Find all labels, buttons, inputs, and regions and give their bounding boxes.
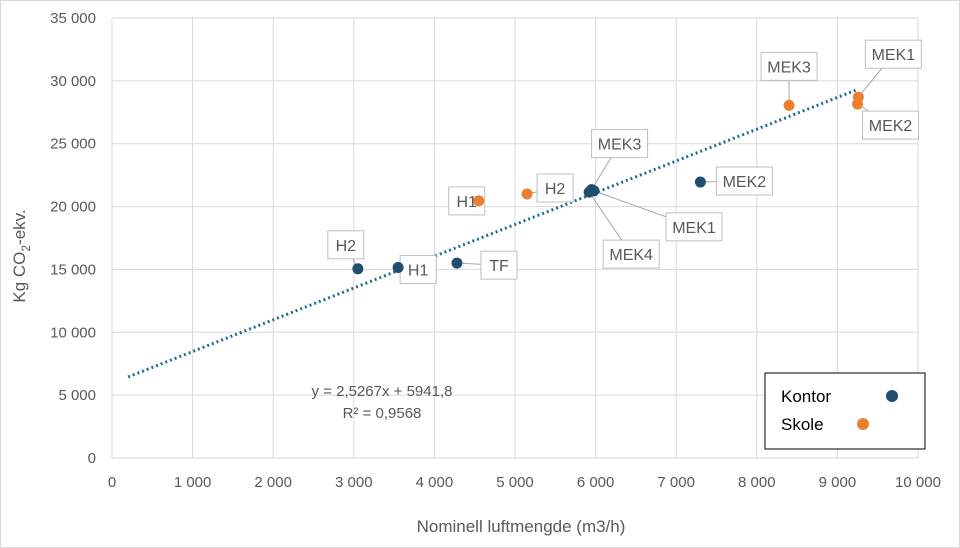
data-label: H1	[457, 194, 478, 211]
data-label: H2	[545, 181, 566, 198]
x-tick-label: 10 000	[895, 474, 941, 491]
y-tick-label: 25 000	[50, 136, 96, 153]
legend-marker-skole	[857, 418, 869, 430]
data-label: MEK3	[767, 59, 811, 76]
y-tick-label: 35 000	[50, 10, 96, 27]
callout-box	[862, 110, 920, 140]
callout-box	[760, 51, 818, 81]
callout-box	[399, 255, 437, 285]
x-tick-label: 2 000	[254, 474, 292, 491]
y-tick-label: 10 000	[50, 324, 96, 341]
callout-box	[591, 129, 649, 159]
callout-box	[480, 250, 518, 280]
x-tick-label: 8 000	[738, 474, 776, 491]
data-label-callouts: H2 H1 TF MEK3 MEK1 MEK4 MEK2 H1 H2 MEK3 MEK1 MEK2	[327, 39, 922, 285]
data-point-skole	[473, 195, 485, 207]
callout-box	[864, 39, 922, 69]
callout-box	[536, 173, 574, 203]
y-tick-label: 15 000	[50, 261, 96, 278]
trendline-equation: y = 2,5267x + 5941,8	[312, 383, 453, 400]
data-label: H2	[336, 238, 357, 255]
x-tick-label: 6 000	[577, 474, 615, 491]
y-axis-title: Kg CO2-ekv.	[10, 209, 33, 302]
legend-label-kontor: Kontor	[781, 387, 831, 406]
y-axis-title-tail: -ekv.	[10, 209, 29, 245]
data-label: MEK4	[609, 247, 653, 264]
y-tick-label: 5 000	[58, 387, 96, 404]
data-label: MEK3	[598, 137, 642, 154]
data-points	[352, 91, 864, 275]
y-axis-ticks: 0 5 000 10 000 15 000 20 000 25 000 30 000 35 0…	[50, 10, 96, 467]
callout-box	[327, 230, 365, 260]
y-axis-title-main: Kg CO	[10, 252, 29, 303]
data-label: H1	[408, 263, 429, 280]
y-axis-title-sub: 2	[19, 245, 33, 252]
trendline-r-squared: R² = 0,9568	[343, 405, 422, 422]
x-tick-label: 4 000	[416, 474, 454, 491]
y-tick-label: 0	[88, 450, 96, 467]
data-point-kontor	[583, 186, 595, 198]
data-label: MEK1	[672, 220, 716, 237]
legend-label-skole: Skole	[781, 415, 824, 434]
data-point-skole	[521, 188, 533, 200]
data-label: TF	[489, 258, 509, 275]
y-tick-label: 30 000	[50, 73, 96, 90]
x-tick-label: 5 000	[496, 474, 534, 491]
data-point-skole	[852, 98, 864, 110]
callout-box	[665, 212, 723, 242]
callout-box	[715, 166, 773, 196]
data-point-kontor	[352, 263, 364, 275]
x-tick-label: 7 000	[657, 474, 695, 491]
data-point-skole	[783, 99, 795, 111]
data-label: MEK1	[872, 47, 916, 64]
data-point-kontor	[451, 257, 463, 269]
x-tick-label: 0	[108, 474, 116, 491]
x-tick-label: 9 000	[819, 474, 857, 491]
x-axis-ticks: 0 1 000 2 000 3 000 4 000 5 000 6 000 7 000 8 00…	[108, 474, 941, 491]
callout-box	[602, 239, 660, 269]
x-tick-label: 1 000	[174, 474, 212, 491]
y-tick-label: 20 000	[50, 199, 96, 216]
data-point-kontor	[392, 262, 404, 274]
data-label: MEK2	[869, 118, 913, 135]
legend-box	[764, 372, 926, 450]
data-label: MEK2	[723, 174, 767, 191]
data-point-kontor	[694, 176, 706, 188]
legend: Kontor Skole	[764, 372, 926, 450]
x-tick-label: 3 000	[335, 474, 373, 491]
x-axis-title: Nominell luftmengde (m3/h)	[417, 517, 626, 536]
trendline	[127, 88, 859, 379]
legend-marker-kontor	[886, 390, 898, 402]
